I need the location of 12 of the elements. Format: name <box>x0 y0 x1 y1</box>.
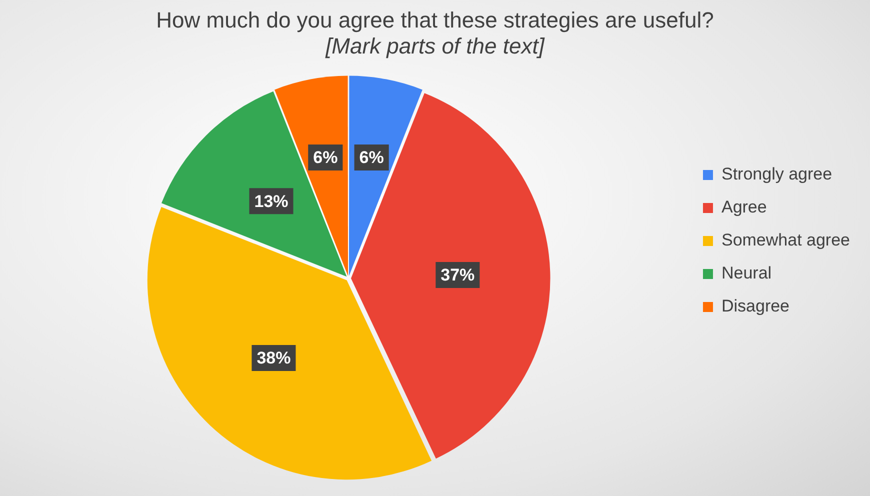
data-label: 13% <box>254 192 288 211</box>
legend-label: Strongly agree <box>721 164 832 184</box>
legend-label: Disagree <box>721 296 790 316</box>
legend-label: Neural <box>721 264 772 283</box>
chart-title: How much do you agree that these strategies are useful? <box>156 7 714 32</box>
data-label: 6% <box>313 148 338 168</box>
chart-subtitle: [Mark parts of the text] <box>324 34 546 59</box>
data-label: 6% <box>359 148 384 168</box>
data-label: 37% <box>440 266 475 285</box>
legend-label: Somewhat agree <box>721 230 850 250</box>
legend-label: Agree <box>721 198 767 217</box>
data-label: 38% <box>256 348 291 368</box>
